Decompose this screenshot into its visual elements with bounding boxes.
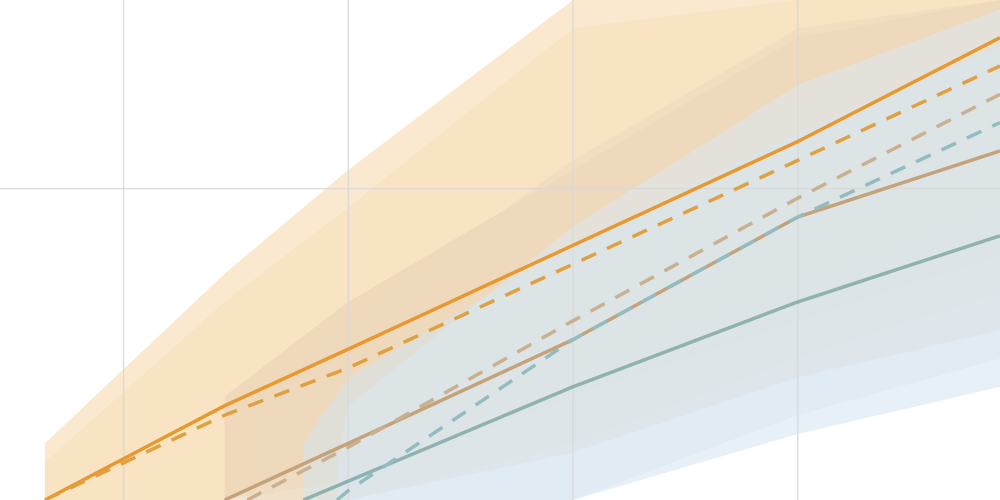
- series-line-5-solid: [302, 234, 1000, 500]
- confidence-band-6: [337, 9, 1000, 500]
- series-line-1-solid: [44, 36, 1000, 500]
- series-line-2-dashed: [44, 64, 1000, 500]
- series-line-6-dashed: [335, 121, 1000, 500]
- confidence-bands: [44, 0, 1000, 500]
- series-line-4-dashed: [246, 92, 1000, 500]
- series-lines: [44, 36, 1000, 500]
